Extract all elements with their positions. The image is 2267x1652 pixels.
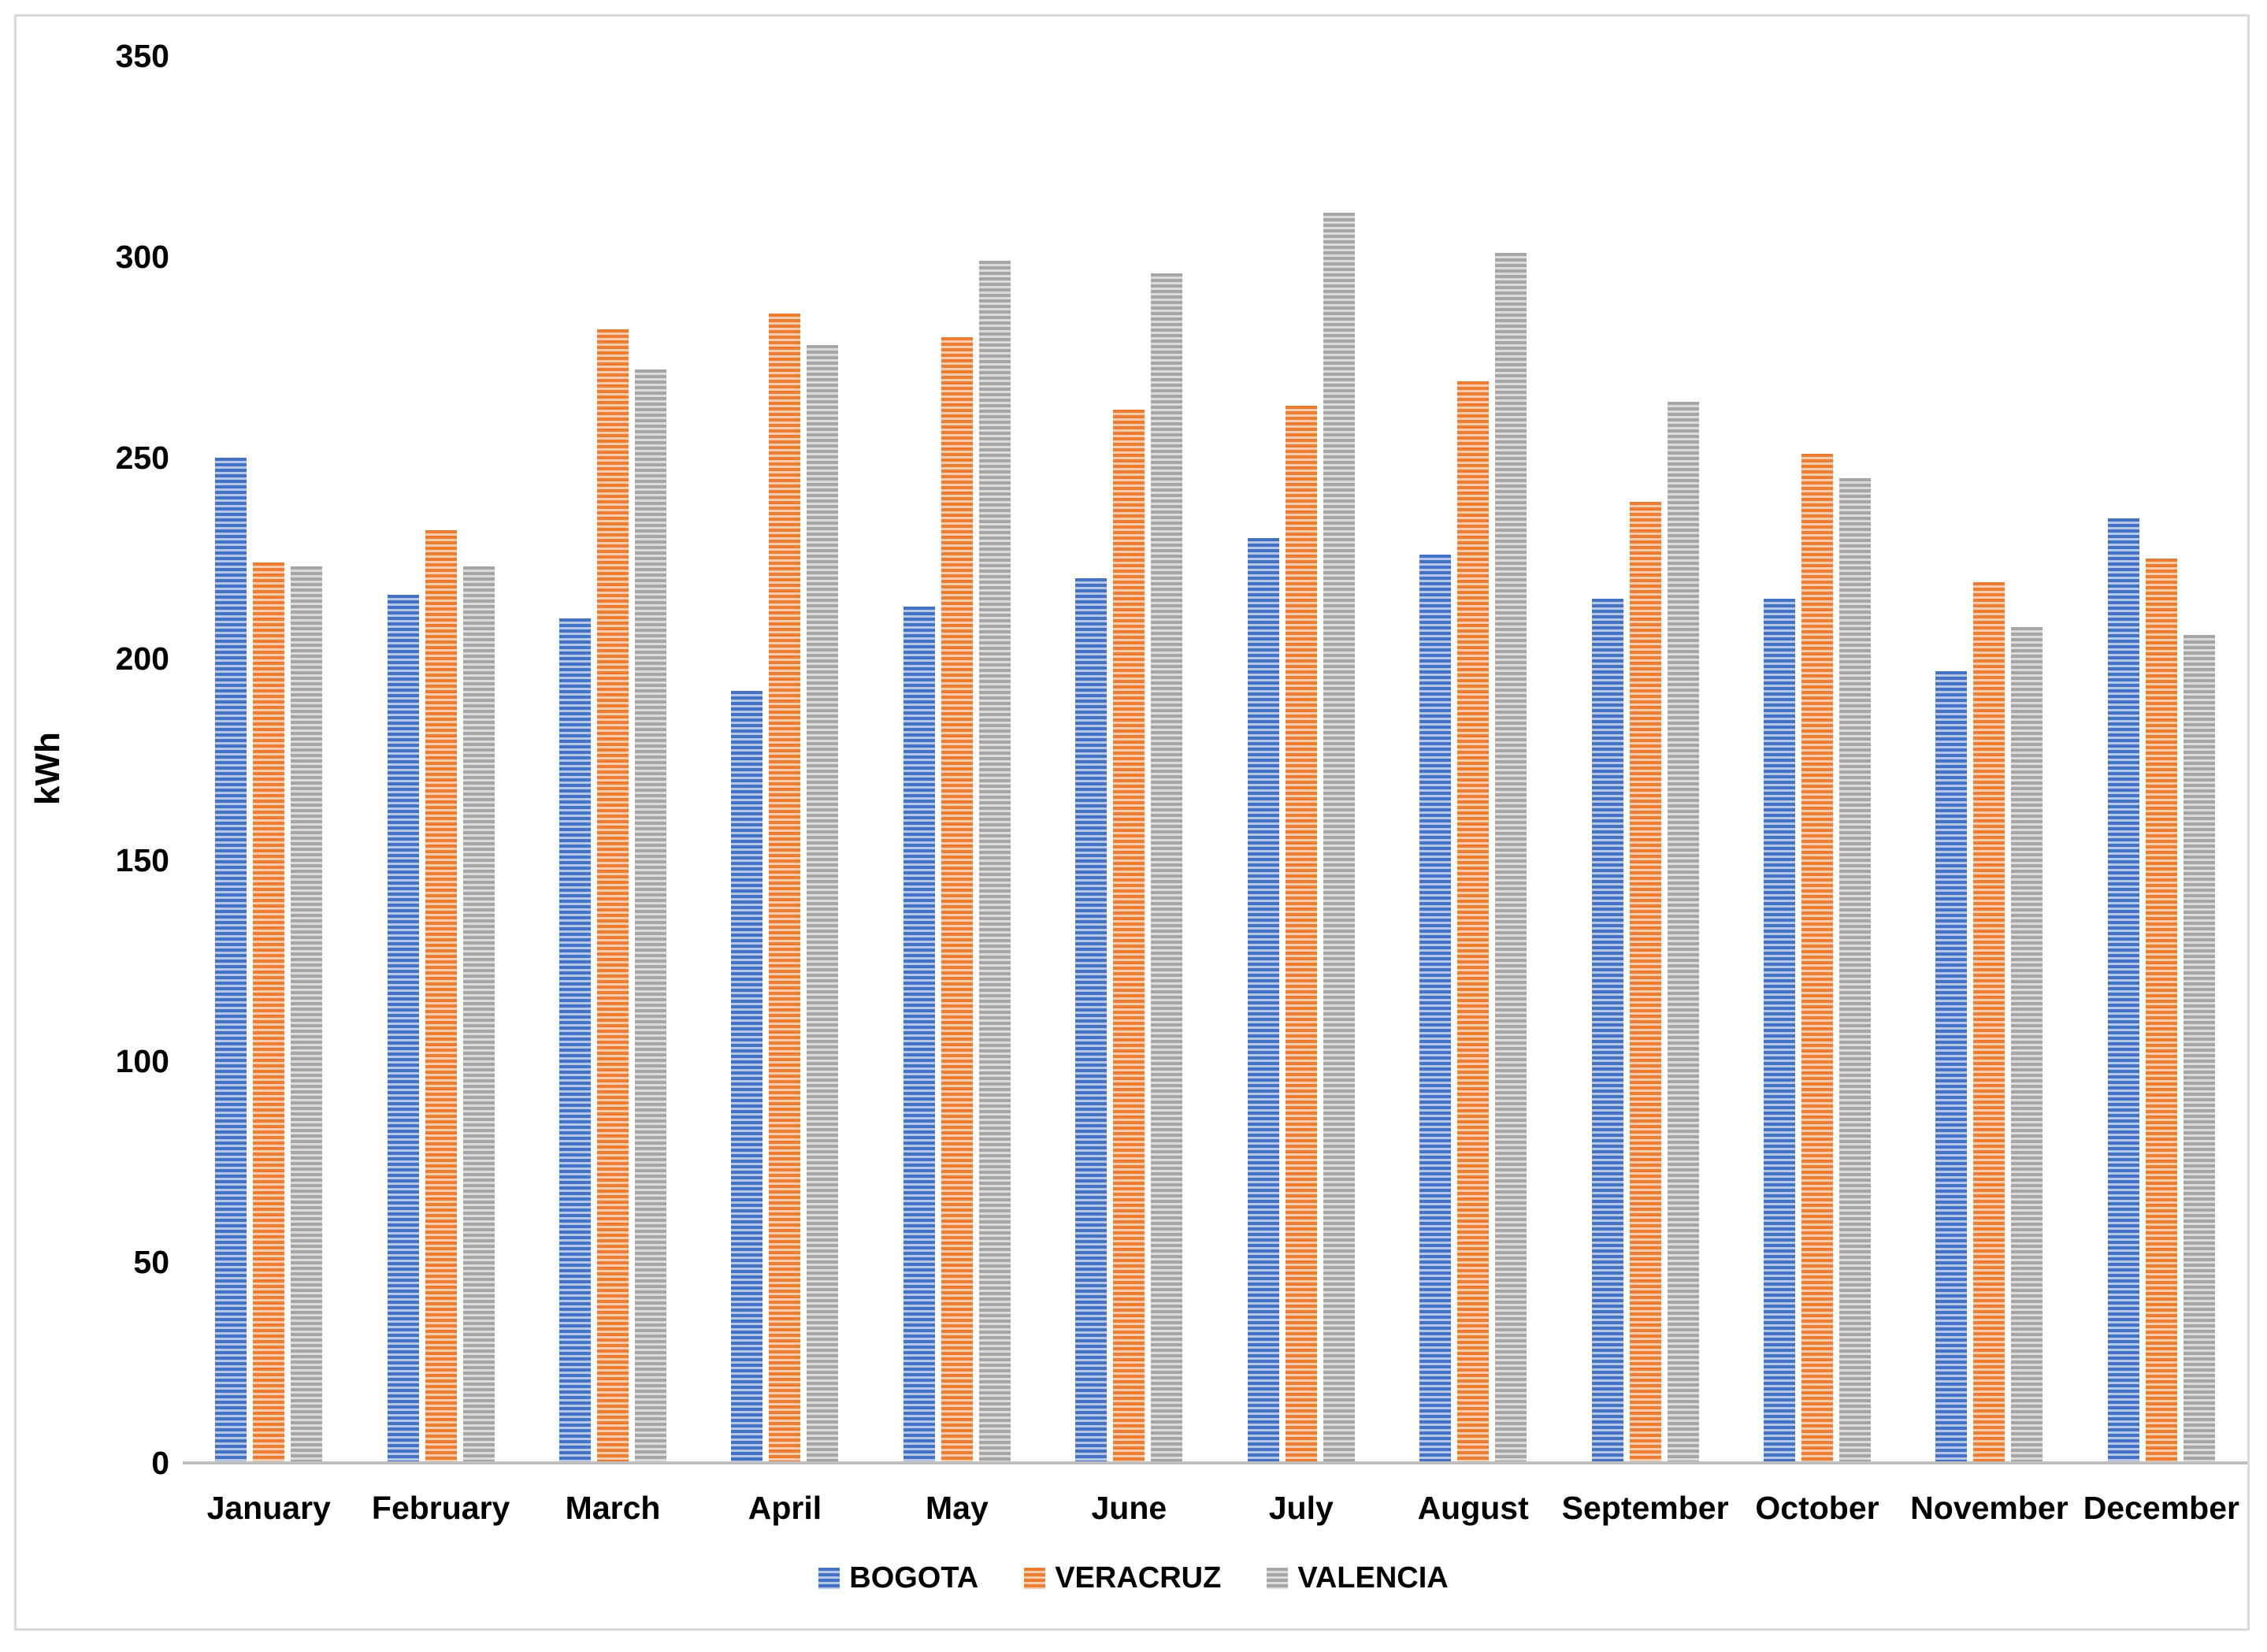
x-label-february: February: [371, 1490, 510, 1526]
legend-swatch-valencia-icon: [1267, 1568, 1289, 1589]
bar-bogota-september: [1591, 598, 1623, 1463]
bar-veracruz-october: [1801, 454, 1833, 1463]
bar-group-april: [699, 313, 870, 1463]
y-tick-label-350: 350: [115, 38, 169, 74]
bar-bogota-august: [1419, 554, 1452, 1463]
y-tick-label-50: 50: [133, 1243, 169, 1280]
bar-veracruz-february: [425, 530, 457, 1463]
x-label-december: December: [2083, 1490, 2239, 1526]
legend-swatch-bogota-icon: [818, 1568, 840, 1589]
x-label-march: March: [565, 1490, 661, 1526]
bar-veracruz-september: [1629, 502, 1661, 1463]
bar-group-february: [354, 530, 526, 1463]
bar-bogota-january: [215, 458, 247, 1463]
bar-valencia-october: [1838, 477, 1871, 1463]
bar-valencia-september: [1667, 401, 1699, 1463]
bar-group-july: [1215, 213, 1387, 1463]
bar-bogota-december: [2107, 518, 2139, 1463]
bar-group-may: [871, 261, 1043, 1463]
x-label-august: August: [1417, 1490, 1529, 1526]
bar-veracruz-march: [597, 329, 629, 1463]
bar-valencia-december: [2183, 634, 2215, 1463]
bar-valencia-august: [1495, 253, 1527, 1463]
bar-veracruz-december: [2145, 558, 2177, 1463]
bar-veracruz-may: [941, 337, 973, 1463]
y-tick-label-250: 250: [115, 440, 169, 477]
bar-group-january: [183, 458, 354, 1463]
x-axis-category-labels: January February March April May June July Augu…: [183, 1489, 2247, 1527]
bar-group-september: [1559, 401, 1731, 1463]
x-axis-line: [183, 1461, 2247, 1465]
bar-veracruz-january: [253, 562, 285, 1463]
bar-veracruz-july: [1285, 405, 1317, 1463]
bar-veracruz-june: [1113, 410, 1145, 1463]
bar-valencia-june: [1151, 273, 1183, 1463]
x-label-october: October: [1755, 1490, 1879, 1526]
plot-area: [183, 56, 2247, 1463]
legend-label-bogota: BOGOTA: [849, 1561, 979, 1594]
bar-group-october: [1731, 454, 1903, 1463]
bar-group-december: [2076, 518, 2247, 1463]
bar-bogota-april: [731, 691, 763, 1463]
legend-item-valencia: VALENCIA: [1267, 1561, 1449, 1595]
bar-bogota-february: [387, 594, 419, 1463]
bar-group-november: [1903, 582, 2075, 1463]
x-label-january: January: [206, 1490, 331, 1526]
y-tick-label-300: 300: [115, 239, 169, 276]
x-label-november: November: [1910, 1490, 2068, 1526]
bar-group-march: [527, 329, 699, 1463]
bar-veracruz-april: [769, 313, 801, 1463]
bar-valencia-february: [462, 566, 495, 1463]
legend-label-veracruz: VERACRUZ: [1055, 1561, 1222, 1594]
bar-valencia-november: [2011, 626, 2043, 1463]
bar-veracruz-august: [1457, 381, 1490, 1463]
bar-valencia-january: [291, 566, 323, 1463]
bar-bogota-july: [1247, 538, 1279, 1463]
bar-valencia-april: [807, 345, 839, 1463]
bar-bogota-november: [1935, 670, 1968, 1463]
y-axis-title: kWh: [28, 732, 67, 805]
bar-valencia-july: [1323, 213, 1355, 1463]
y-tick-label-150: 150: [115, 841, 169, 878]
bar-valencia-march: [635, 369, 667, 1463]
x-label-september: September: [1561, 1490, 1729, 1526]
x-label-june: June: [1091, 1490, 1167, 1526]
bar-valencia-may: [978, 261, 1011, 1463]
bar-veracruz-november: [1973, 582, 2005, 1463]
bar-bogota-march: [559, 618, 592, 1463]
legend-item-bogota: BOGOTA: [818, 1561, 978, 1595]
bar-bogota-october: [1763, 598, 1795, 1463]
bar-bogota-june: [1075, 578, 1108, 1463]
legend-item-veracruz: VERACRUZ: [1024, 1561, 1221, 1595]
x-label-may: May: [926, 1490, 989, 1526]
y-tick-label-100: 100: [115, 1042, 169, 1079]
x-label-july: July: [1268, 1490, 1334, 1526]
legend-label-valencia: VALENCIA: [1297, 1561, 1449, 1594]
bar-bogota-may: [903, 607, 935, 1463]
legend-swatch-veracruz-icon: [1024, 1568, 1046, 1589]
bar-group-june: [1043, 273, 1215, 1463]
y-tick-label-200: 200: [115, 640, 169, 678]
bar-group-august: [1387, 253, 1559, 1463]
y-tick-label-0: 0: [151, 1445, 169, 1481]
legend: BOGOTA VERACRUZ VALENCIA: [0, 1561, 2267, 1595]
x-label-april: April: [748, 1490, 822, 1526]
